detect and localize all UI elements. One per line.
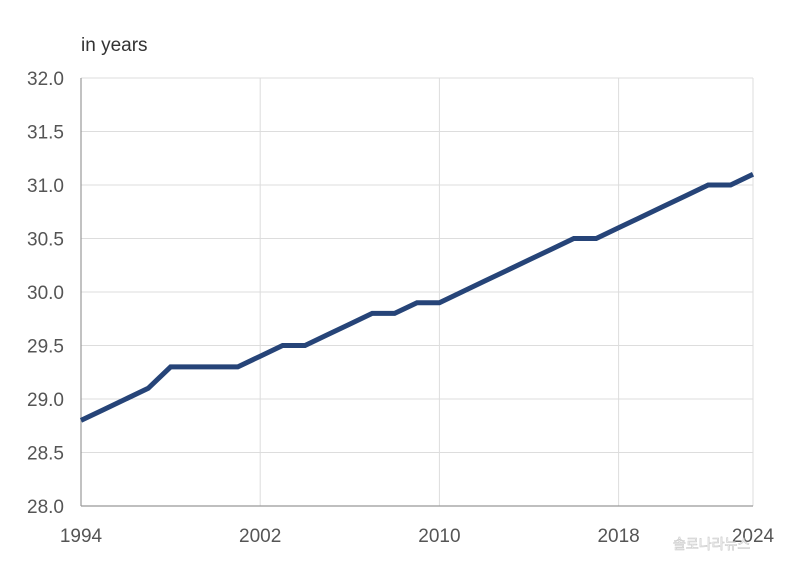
data-point — [169, 365, 173, 369]
series-layer — [79, 172, 755, 423]
x-tick-label: 2018 — [597, 526, 639, 547]
data-point — [281, 344, 285, 348]
data-point — [124, 397, 128, 401]
y-tick-label: 28.5 — [27, 444, 64, 465]
x-tick-labels: 1994 2002 2010 2018 2024 — [60, 526, 775, 547]
data-point — [549, 247, 553, 251]
y-tick-label: 29.5 — [27, 337, 64, 358]
y-tick-labels: 28.0 28.5 29.0 29.5 30.0 30.5 31.0 31.5 32.0 — [27, 69, 64, 518]
data-point — [325, 333, 329, 337]
watermark-text: 솔로나라뉴스 — [673, 537, 750, 553]
data-point — [661, 204, 665, 208]
data-point — [393, 311, 397, 315]
axes — [80, 78, 753, 507]
data-point — [101, 408, 105, 412]
data-point — [258, 354, 262, 358]
y-tick-label: 30.0 — [27, 283, 64, 304]
data-point — [236, 365, 240, 369]
data-point — [751, 172, 755, 176]
data-point — [370, 311, 374, 315]
y-tick-label: 32.0 — [27, 69, 64, 90]
series-line — [79, 172, 755, 423]
y-tick-label: 29.0 — [27, 390, 64, 411]
data-point — [79, 418, 83, 422]
data-point — [527, 258, 531, 262]
data-point — [706, 183, 710, 187]
y-tick-label: 31.5 — [27, 123, 64, 144]
data-point — [146, 386, 150, 390]
data-point — [639, 215, 643, 219]
x-tick-label: 2002 — [239, 526, 281, 547]
data-point — [348, 322, 352, 326]
data-point — [572, 237, 576, 241]
data-point — [505, 269, 509, 273]
y-tick-label: 30.5 — [27, 230, 64, 251]
data-point — [437, 301, 441, 305]
data-point — [303, 344, 307, 348]
data-point — [482, 279, 486, 283]
y-tick-label: 31.0 — [27, 176, 64, 197]
data-point — [213, 365, 217, 369]
data-point — [460, 290, 464, 294]
y-tick-label: 28.0 — [27, 497, 64, 518]
data-point — [684, 194, 688, 198]
data-point — [617, 226, 621, 230]
y-axis-unit-label: in years — [81, 35, 148, 56]
x-tick-label: 2024 — [732, 526, 775, 547]
x-tick-label: 2010 — [418, 526, 460, 547]
x-tick-label: 1994 — [60, 526, 103, 547]
data-point — [594, 237, 598, 241]
grid-lines — [80, 77, 754, 507]
data-point — [415, 301, 419, 305]
data-point — [191, 365, 195, 369]
data-point — [729, 183, 733, 187]
